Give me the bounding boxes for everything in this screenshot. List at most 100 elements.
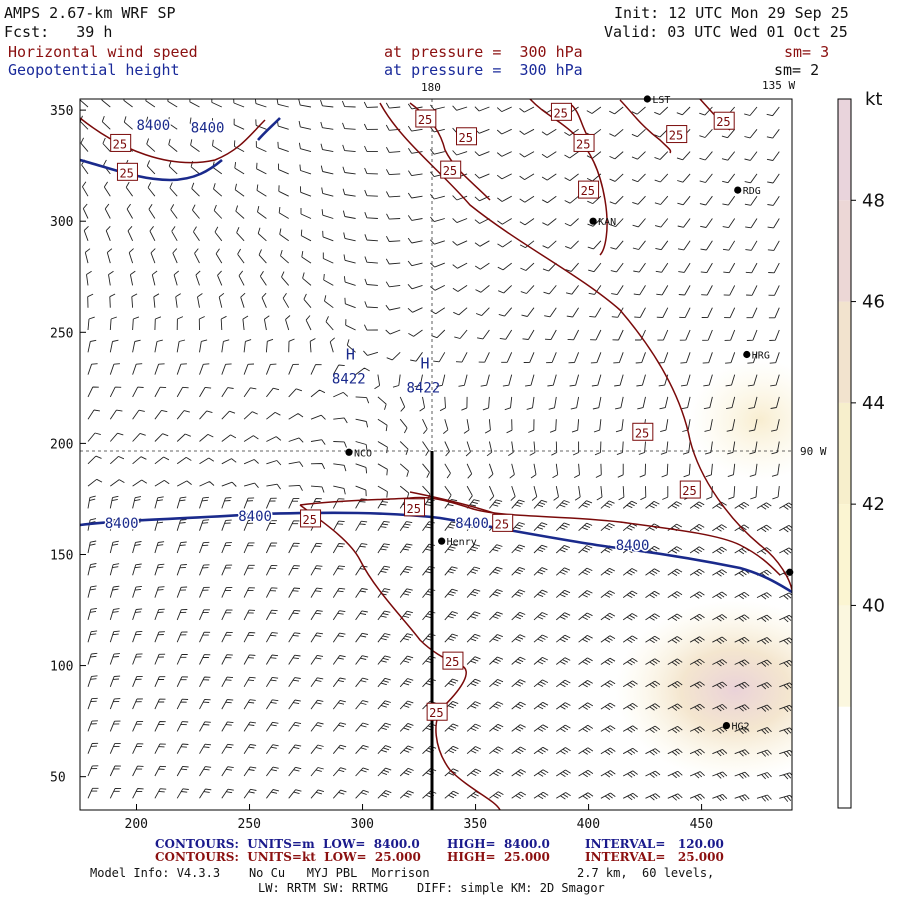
lon-label-135w: 135 W: [762, 79, 795, 92]
y-tick-label: 250: [50, 326, 73, 341]
colorbar-segment: [838, 200, 851, 302]
station-label: HG2: [731, 722, 749, 733]
field2-smoothing: sm= 2: [774, 61, 820, 79]
high-pressure-marker: H: [346, 345, 355, 363]
colorbar-frame: [837, 98, 852, 809]
wind-contour-label-box: [415, 109, 437, 128]
wind-contour-info: CONTOURS: UNITS=kt LOW= 25.000: [155, 850, 421, 864]
station-label: LST: [652, 95, 670, 106]
height-contour-label: 8400: [191, 120, 225, 136]
station-marker: [743, 350, 751, 359]
wind-contour-interval: INTERVAL= 25.000: [585, 850, 724, 864]
wind-speed-contour: [529, 99, 608, 256]
x-tick-label: 250: [238, 817, 261, 832]
wind-contour-label-box: [116, 162, 138, 181]
wind-speed-contour: [80, 117, 266, 164]
wind-speed-shading: [615, 360, 792, 780]
high-pressure-value: 8422: [332, 371, 366, 387]
wind-contour-label-box: [573, 133, 595, 152]
forecast-hour: Fcst: 39 h: [4, 23, 113, 41]
wind-contour-label-box: [110, 133, 132, 152]
map-overlay: 180 135 W 90 W 8400 8400 8400 8400 8400 8400 H 842…: [80, 79, 827, 810]
wind-contour-label: 25: [635, 426, 649, 440]
model-physics: LW: RRTM SW: RRTMG DIFF: simple KM: 2D S…: [258, 881, 605, 895]
wind-contour-label: 25: [429, 706, 443, 720]
station-label: RDG: [743, 186, 761, 197]
x-tick-label: 350: [464, 817, 487, 832]
x-tick-label: 200: [125, 817, 148, 832]
x-tick-label: 450: [690, 817, 713, 832]
wind-contour-label: 25: [716, 115, 730, 129]
axes: 200 250 300 350 400 450 50 100 150 200 250 300 350: [50, 104, 713, 832]
height-contour-label: 8400: [238, 509, 272, 525]
field1-smoothing: sm= 3: [784, 43, 830, 61]
wind-speed-contour: [379, 102, 792, 591]
height-contour-high: HIGH= 8400.0: [447, 837, 550, 851]
wind-contour-label: 25: [682, 484, 696, 498]
init-time: Init: 12 UTC Mon 29 Sep 25: [614, 4, 849, 22]
wind-contour-label: 25: [553, 106, 567, 120]
colorbar-label: 48: [862, 190, 885, 211]
wind-contour-high: HIGH= 25.000: [447, 850, 550, 864]
height-contour-label: 8400: [455, 516, 489, 532]
height-contour-label: 8400: [616, 538, 650, 554]
colorbar-unit: kt: [865, 89, 882, 110]
wind-speed-contour: [299, 504, 501, 810]
height-contour-label: 8400: [137, 118, 171, 134]
station-label: KAN: [598, 217, 616, 228]
model-levels: 2.7 km, 60 levels,: [577, 866, 715, 880]
wind-contour-label-box: [492, 513, 514, 532]
colorbar-label: 46: [862, 292, 885, 313]
wind-contour-label-box: [440, 160, 462, 179]
wind-contour-label: 25: [443, 164, 457, 178]
wind-contour-label-box: [300, 509, 322, 528]
wind-contour-label: 25: [576, 137, 590, 151]
wind-contour-label-box: [679, 480, 701, 499]
station-label: Henry: [447, 537, 477, 548]
x-tick-label: 300: [351, 817, 374, 832]
wind-contour-label-box: [404, 498, 426, 517]
colorbar-segment: [838, 402, 851, 505]
y-tick-label: 50: [50, 771, 66, 786]
y-tick-label: 200: [50, 437, 73, 452]
height-contour-info: CONTOURS: UNITS=m LOW= 8400.0: [155, 837, 420, 851]
colorbar-label: 40: [862, 595, 885, 616]
station-label: HRG: [752, 351, 770, 362]
wind-contour-label: 25: [669, 129, 683, 143]
colorbar-segment: [838, 99, 851, 201]
colorbar-segment: [838, 504, 851, 606]
model-title: AMPS 2.67-km WRF SP: [4, 4, 176, 22]
height-contour-label: 8400: [105, 516, 139, 532]
wind-barb-field: [80, 99, 792, 802]
wind-contour-label: 25: [303, 513, 317, 527]
y-tick-label: 350: [50, 104, 73, 119]
colorbar-label: 44: [862, 393, 885, 414]
lon-label-180: 180: [421, 81, 441, 94]
wind-barbs: [80, 99, 792, 802]
wind-contour-label-box: [456, 127, 478, 146]
wind-contour-label: 25: [459, 131, 473, 145]
height-contour: [80, 511, 792, 594]
station-marker: [589, 217, 597, 225]
colorbar-segment: [838, 605, 851, 707]
plot-frame: [79, 98, 793, 811]
high-pressure-value: 8422: [407, 380, 441, 396]
height-contour: [257, 117, 281, 141]
station-label: NCO: [354, 448, 372, 459]
wind-contour-label-box: [426, 702, 448, 721]
lon-label-90w: 90 W: [800, 445, 827, 458]
y-tick-label: 100: [50, 660, 73, 675]
wind-contour-label: 25: [113, 137, 127, 151]
wind-contour-label: 25: [581, 184, 595, 198]
valid-time: Valid: 03 UTC Wed 01 Oct 25: [604, 23, 848, 41]
height-contour: [80, 158, 223, 182]
x-tick-label: 400: [577, 817, 600, 832]
colorbar-segment: [838, 706, 851, 808]
colorbar-label: 42: [862, 494, 885, 515]
wind-contour-label-box: [632, 422, 654, 441]
station-marker: [438, 537, 446, 545]
station-marker: [345, 448, 353, 456]
wind-contour-label: 25: [407, 502, 421, 516]
model-info: Model Info: V4.3.3 No Cu MYJ PBL Morriso…: [90, 866, 430, 880]
